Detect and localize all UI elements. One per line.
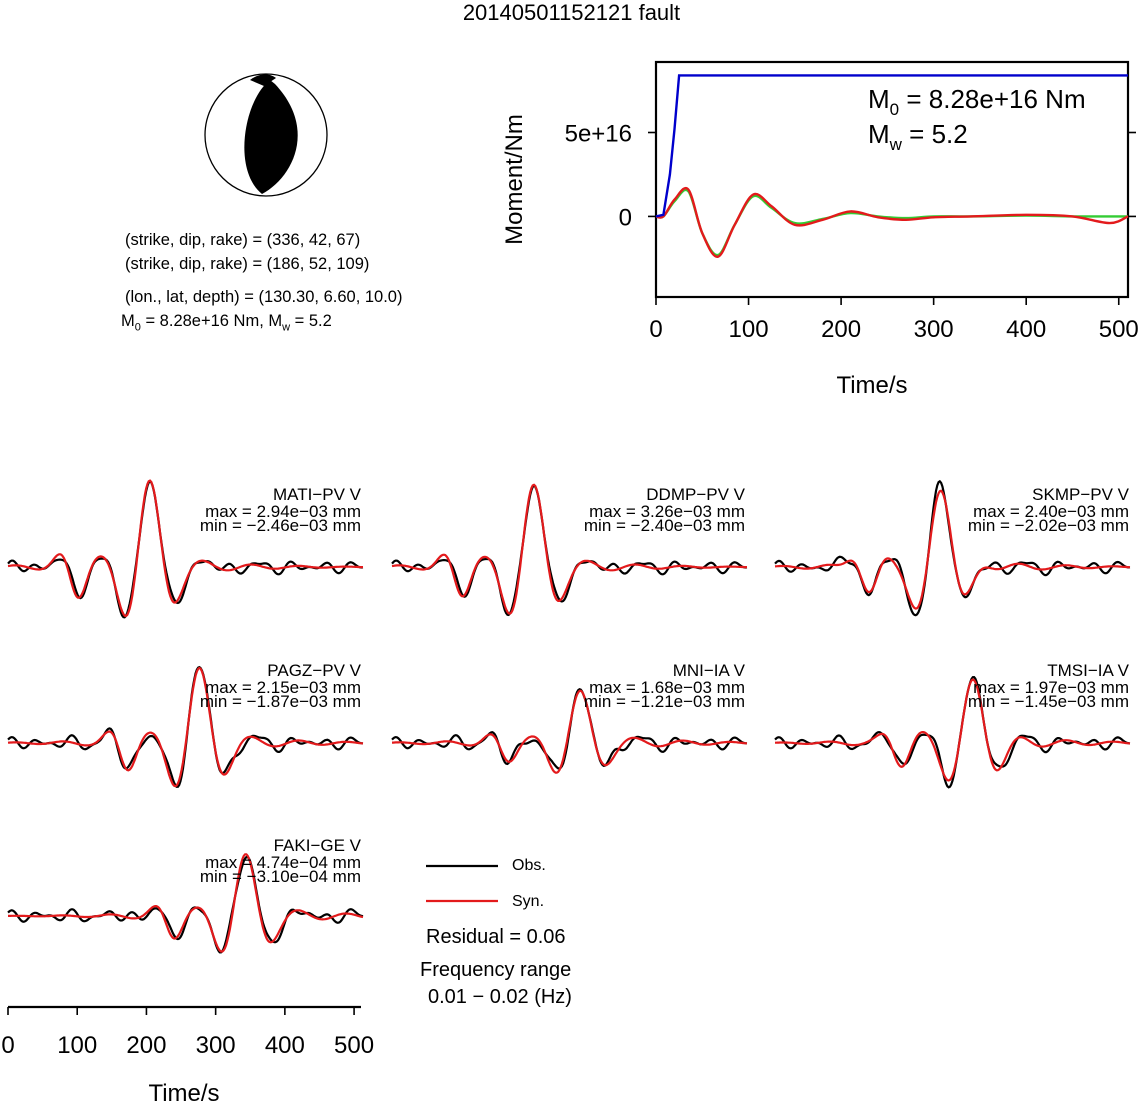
legend-obs-label: Obs. <box>512 857 546 874</box>
time-axis-tick-label: 400 <box>265 1032 305 1059</box>
station-min: min = −2.02e−03 mm <box>968 516 1129 535</box>
time-axis-tick-label: 100 <box>57 1032 97 1059</box>
station-min: min = −1.87e−03 mm <box>200 692 361 711</box>
moment-summary: M0 = 8.28e+16 Nm, Mw = 5.2 <box>121 312 332 334</box>
legend-lines <box>426 864 498 903</box>
station-min: min = −1.45e−03 mm <box>968 692 1129 711</box>
observed-waveform <box>774 675 1131 789</box>
synthetic-waveform <box>391 483 747 615</box>
time-axis-tick-label: 0 <box>1 1032 14 1059</box>
residual-value: Residual = 0.06 <box>426 926 566 948</box>
moment-x-axis-label: Time/s <box>836 372 907 399</box>
moment-series-line <box>655 74 1128 218</box>
synthetic-waveform <box>774 489 1131 610</box>
frequency-range: 0.01 − 0.02 (Hz) <box>428 986 572 1008</box>
station-min: min = −1.21e−03 mm <box>584 692 745 711</box>
synthetic-waveform <box>7 479 363 618</box>
synthetic-waveform <box>392 689 748 774</box>
moment-x-tick-label: 0 <box>649 316 662 343</box>
moment-y-tick-label: 5e+16 <box>565 121 632 148</box>
nodal-plane-2: (strike, dip, rake) = (186, 52, 109) <box>125 255 370 273</box>
synthetic-waveform <box>8 853 364 953</box>
frequency-label: Frequency range <box>420 959 572 981</box>
synthetic-waveform <box>7 666 364 788</box>
station-max: max = 1.97e−03 mm <box>973 678 1129 697</box>
station-max: max = 2.94e−03 mm <box>205 502 361 521</box>
moment-x-tick-label: 400 <box>1006 316 1046 343</box>
moment-x-tick-label: 500 <box>1099 316 1139 343</box>
station-max: max = 3.26e−03 mm <box>589 502 745 521</box>
station-name: MATI−PV V <box>273 485 362 504</box>
moment-x-tick-label: 100 <box>729 316 769 343</box>
moment-chart: 0 100 200 300 400 500 0 5e+16 Time/s Moment/Nm M0… <box>501 60 1139 399</box>
moment-x-tick-label: 300 <box>914 316 954 343</box>
station-name: DDMP−PV V <box>646 485 745 504</box>
time-axis-tick-label: 300 <box>196 1032 236 1059</box>
moment-series-line <box>655 186 1129 258</box>
station-name: PAGZ−PV V <box>267 661 361 680</box>
figure-title: 20140501152121 fault <box>462 0 681 25</box>
station-name: SKMP−PV V <box>1032 485 1130 504</box>
time-axis-tick-label: 200 <box>126 1032 166 1059</box>
time-axis-tick-label: 500 <box>334 1032 374 1059</box>
observed-waveform <box>7 855 364 954</box>
legend-syn-label: Syn. <box>512 893 545 910</box>
station-name: FAKI−GE V <box>274 836 362 855</box>
moment-mw-annotation: Mw = 5.2 <box>868 119 968 154</box>
station-max: max = 2.15e−03 mm <box>205 678 361 697</box>
station-name: MNI−IA V <box>673 661 746 680</box>
moment-y-axis-label: Moment/Nm <box>501 114 528 245</box>
station-name: TMSI−IA V <box>1047 661 1129 680</box>
station-max: max = 2.40e−03 mm <box>973 502 1129 521</box>
moment-x-tick-label: 200 <box>821 316 861 343</box>
station-min: min = −3.10e−04 mm <box>200 867 361 886</box>
moment-plot-frame <box>654 60 1130 299</box>
beachball-icon <box>204 73 328 197</box>
nodal-plane-1: (strike, dip, rake) = (336, 42, 67) <box>125 231 361 249</box>
station-max: max = 1.68e−03 mm <box>589 678 745 697</box>
moment-m0-annotation: M0 = 8.28e+16 Nm <box>868 84 1086 119</box>
moment-y-tick-label: 0 <box>619 204 632 231</box>
station-min: min = −2.40e−03 mm <box>584 516 745 535</box>
time-axis-label: Time/s <box>148 1080 219 1103</box>
event-location: (lon., lat, depth) = (130.30, 6.60, 10.0… <box>125 288 403 306</box>
synthetic-waveform <box>775 678 1131 782</box>
station-max: max = 4.74e−04 mm <box>205 853 361 872</box>
station-min: min = −2.46e−03 mm <box>200 516 361 535</box>
